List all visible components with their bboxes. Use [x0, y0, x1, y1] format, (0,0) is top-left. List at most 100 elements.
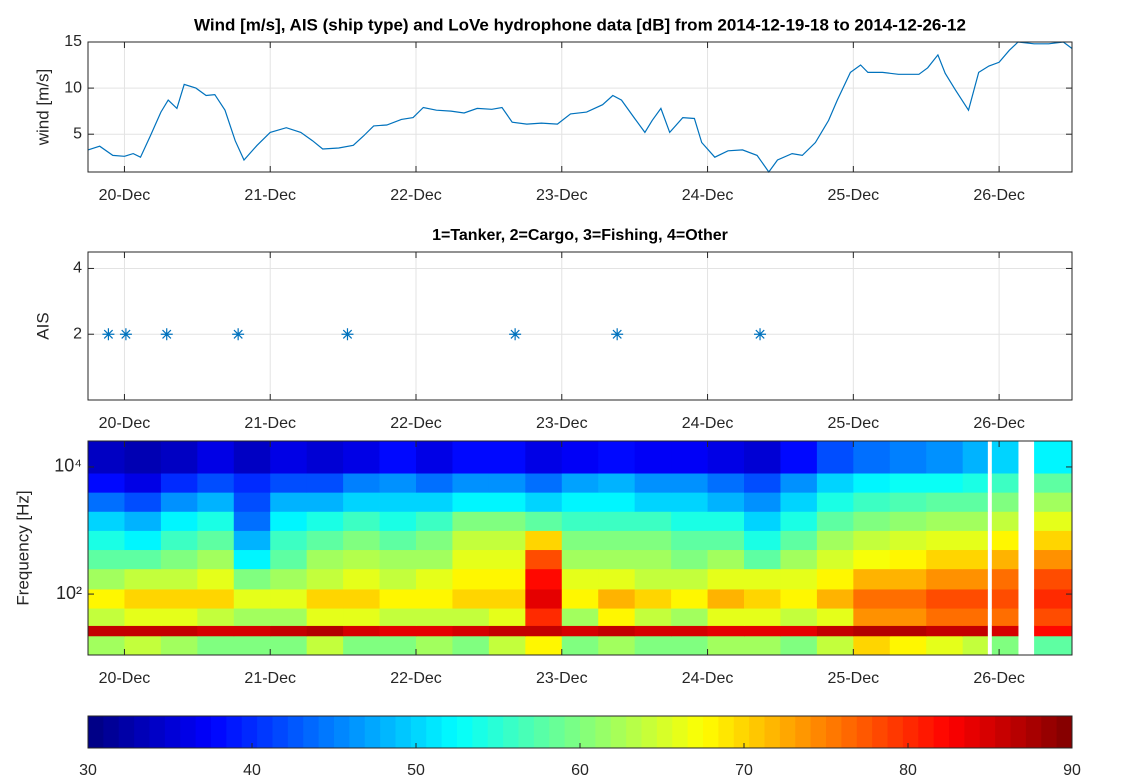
heat-cell — [671, 568, 708, 590]
heat-cell — [306, 473, 344, 493]
heat-cell — [343, 530, 380, 551]
x-tick-label: 20-Dec — [99, 670, 151, 687]
heat-cell — [233, 492, 271, 512]
heat-cell — [991, 589, 1019, 609]
chart-title: Wind [m/s], AIS (ship type) and LoVe hyd… — [194, 15, 966, 34]
heat-cell — [124, 549, 162, 570]
heat-cell — [379, 549, 417, 570]
heat-cell — [343, 549, 380, 570]
colorbar-segment — [149, 716, 166, 748]
heat-cell — [306, 608, 344, 626]
heat-cell — [816, 473, 854, 493]
colorbar-segment — [979, 716, 996, 748]
colorbar-segment — [641, 716, 658, 748]
axes-background — [88, 42, 1072, 172]
heat-cell — [525, 441, 563, 474]
heat-cell — [991, 511, 1019, 531]
heat-cell — [561, 635, 599, 656]
heat-cell — [1034, 589, 1073, 609]
x-tick-label: 26-Dec — [973, 187, 1025, 204]
x-tick-label: 22-Dec — [390, 415, 442, 432]
colorbar-tick-label: 80 — [899, 762, 917, 778]
heat-cell — [780, 568, 818, 590]
heat-cell — [197, 635, 235, 656]
axes-frame — [87, 41, 1073, 173]
heat-cell — [889, 530, 927, 551]
colorbar-segment — [672, 716, 689, 748]
y-tick-label: 10 — [64, 79, 82, 96]
heat-cell — [598, 589, 636, 609]
heat-cell — [744, 549, 781, 570]
heat-cell — [452, 549, 490, 570]
colorbar-segment — [1041, 716, 1058, 748]
heat-cell — [88, 635, 125, 656]
heat-cell — [889, 549, 927, 570]
heat-cell — [379, 635, 417, 656]
heat-cell — [744, 473, 781, 493]
heat-cell — [488, 608, 526, 626]
heat-cell — [270, 549, 308, 570]
heat-cell — [416, 589, 453, 609]
x-tick-label: 21-Dec — [244, 670, 296, 687]
heat-cell — [306, 530, 344, 551]
heat-cell — [707, 568, 745, 590]
colorbar-segment — [380, 716, 396, 748]
heat-cell — [991, 530, 1019, 551]
heat-cell — [343, 635, 380, 656]
heat-cell — [991, 635, 1019, 656]
heat-cell — [671, 473, 708, 493]
heat-cell — [88, 549, 125, 570]
heat-cell — [124, 625, 162, 637]
heat-cell — [634, 492, 672, 512]
heat-cell — [962, 608, 988, 626]
heat-cell — [598, 625, 636, 637]
heat-cell — [991, 549, 1019, 570]
heat-cell — [525, 589, 563, 609]
heat-cell — [379, 530, 417, 551]
heat-cell — [88, 511, 125, 531]
heat-cell — [561, 589, 599, 609]
heat-cell — [991, 568, 1019, 590]
heat-cell — [160, 511, 198, 531]
x-tick-label: 24-Dec — [682, 415, 734, 432]
heat-cell — [525, 530, 563, 551]
heat-cell — [707, 589, 745, 609]
colorbar-segment — [595, 716, 612, 748]
colorbar-segment — [749, 716, 765, 748]
heat-cell — [991, 625, 1019, 637]
heat-cell — [634, 441, 672, 474]
heat-cell — [233, 635, 271, 656]
heat-cell — [671, 441, 708, 474]
heat-cell — [1034, 441, 1073, 474]
heat-cell — [270, 625, 308, 637]
heat-cell — [379, 473, 417, 493]
heat-cell — [488, 635, 526, 656]
heat-cell — [707, 625, 745, 637]
heat-cell — [416, 441, 453, 474]
heat-cell — [744, 568, 781, 590]
heat-cell — [306, 568, 344, 590]
heat-cell — [197, 549, 235, 570]
heat-cell — [707, 608, 745, 626]
y-axis-label: Frequency [Hz] — [13, 490, 32, 605]
colorbar-segment — [334, 716, 350, 748]
heat-cell — [88, 530, 125, 551]
y-tick-label: 10⁴ — [54, 456, 82, 476]
heat-cell — [343, 492, 380, 512]
heat-cell — [233, 511, 271, 531]
heat-cell — [926, 549, 964, 570]
heat-cell — [416, 549, 453, 570]
heat-cell — [452, 492, 490, 512]
colorbar-segment — [949, 716, 965, 748]
heat-cell — [744, 530, 781, 551]
heat-cell — [634, 530, 672, 551]
colorbar-segment — [226, 716, 243, 748]
heat-cell — [634, 549, 672, 570]
heat-cell — [124, 441, 162, 474]
heat-cell — [488, 511, 526, 531]
colorbar-segment — [856, 716, 873, 748]
heat-cell — [452, 625, 490, 637]
heat-cell — [889, 511, 927, 531]
heat-cell — [1034, 473, 1073, 493]
heat-cell — [926, 473, 964, 493]
